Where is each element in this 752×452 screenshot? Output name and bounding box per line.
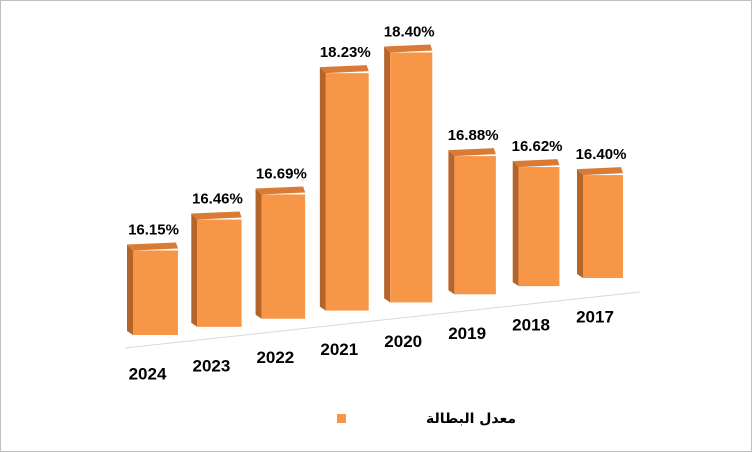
bar [261,194,306,319]
bar [518,167,560,287]
x-tick-label: 2021 [320,340,358,359]
bar-top [127,242,178,251]
bar-side [577,169,583,278]
value-label: 16.15% [128,221,179,238]
bar [583,175,623,278]
value-label: 18.23% [320,44,371,61]
bar-top [191,211,242,220]
bar-top [319,65,369,74]
legend-label: معدل البطالة [426,411,516,427]
bar-side [448,150,455,295]
bar-side [512,161,519,287]
bar-top [384,44,433,53]
bar-side [319,67,326,311]
bar-side [255,188,262,319]
bar [133,250,178,335]
bar [390,52,433,303]
legend-swatch [337,414,346,423]
value-label: 16.88% [448,127,499,144]
bar [325,73,369,311]
value-label: 16.69% [256,165,307,182]
bar-top [577,167,623,176]
bar [454,156,496,295]
value-label: 16.40% [576,146,627,163]
x-tick-label: 2023 [193,356,231,375]
bar-side [127,244,133,335]
value-label: 18.40% [384,23,435,40]
bar-side [384,46,391,303]
bar-top [512,159,560,168]
x-tick-label: 2020 [384,332,422,351]
bar-top [448,148,496,157]
bar-side [191,213,198,327]
value-label: 16.62% [512,138,563,155]
x-tick-label: 2024 [129,364,167,383]
bar-top [255,186,306,195]
x-tick-label: 2018 [512,316,550,335]
value-label: 16.46% [192,191,243,208]
floor-line [124,291,641,349]
x-tick-label: 2019 [448,324,486,343]
x-tick-label: 2022 [256,348,294,367]
x-tick-label: 2017 [576,307,614,326]
bar [197,219,242,327]
